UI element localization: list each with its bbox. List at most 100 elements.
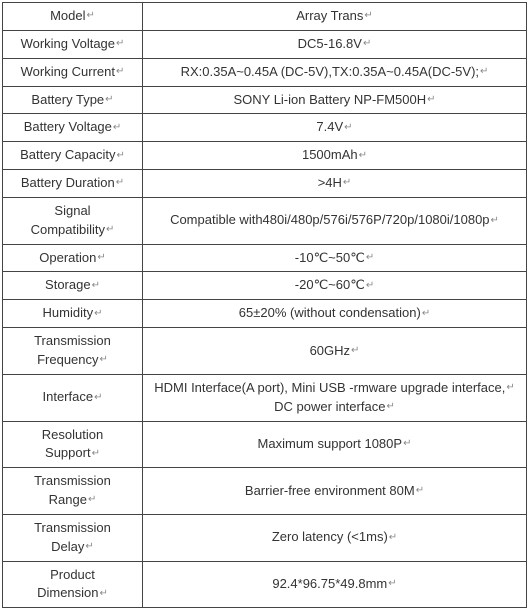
spec-label: Interface↵ (3, 374, 143, 421)
spec-label: Model↵ (3, 3, 143, 31)
return-mark-icon: ↵ (366, 279, 374, 294)
spec-label: TransmissionFrequency↵ (3, 328, 143, 375)
spec-label: Battery Duration↵ (3, 170, 143, 198)
return-mark-icon: ↵ (94, 307, 102, 322)
table-row: Battery Voltage↵7.4V↵ (3, 114, 527, 142)
spec-value: Barrier-free environment 80M↵ (143, 468, 527, 515)
spec-label: Working Current↵ (3, 58, 143, 86)
spec-label: Working Voltage↵ (3, 30, 143, 58)
spec-label-line: Range↵ (5, 491, 140, 510)
return-mark-icon: ↵ (85, 540, 93, 555)
spec-label: Battery Voltage↵ (3, 114, 143, 142)
spec-label: Storage↵ (3, 272, 143, 300)
spec-label-line: Signal (5, 202, 140, 221)
spec-value: Maximum support 1080P↵ (143, 421, 527, 468)
spec-label-line: Frequency↵ (5, 351, 140, 370)
return-mark-icon: ↵ (386, 400, 394, 415)
table-row: Storage↵-20℃~60℃↵ (3, 272, 527, 300)
return-mark-icon: ↵ (491, 214, 499, 229)
spec-label: TransmissionDelay↵ (3, 514, 143, 561)
spec-label-line: Transmission (5, 519, 140, 538)
spec-value: HDMI Interface(A port), Mini USB -rmware… (143, 374, 527, 421)
spec-label-line: Resolution (5, 426, 140, 445)
table-row: Battery Duration↵>4H↵ (3, 170, 527, 198)
spec-value: 7.4V↵ (143, 114, 527, 142)
spec-label: TransmissionRange↵ (3, 468, 143, 515)
spec-value: DC5-16.8V↵ (143, 30, 527, 58)
return-mark-icon: ↵ (343, 176, 351, 191)
spec-value: >4H↵ (143, 170, 527, 198)
return-mark-icon: ↵ (344, 121, 352, 136)
return-mark-icon: ↵ (366, 251, 374, 266)
return-mark-icon: ↵ (116, 176, 124, 191)
spec-label: Operation↵ (3, 244, 143, 272)
spec-value: Compatible with480i/480p/576i/576P/720p/… (143, 197, 527, 244)
table-row: ResolutionSupport↵Maximum support 1080P↵ (3, 421, 527, 468)
spec-label: Battery Type↵ (3, 86, 143, 114)
table-row: Model↵Array Trans↵ (3, 3, 527, 31)
return-mark-icon: ↵ (116, 149, 124, 164)
table-row: Interface↵HDMI Interface(A port), Mini U… (3, 374, 527, 421)
spec-value: Array Trans↵ (143, 3, 527, 31)
return-mark-icon: ↵ (389, 531, 397, 546)
spec-label: ProductDimension↵ (3, 561, 143, 608)
return-mark-icon: ↵ (480, 65, 488, 80)
return-mark-icon: ↵ (364, 9, 372, 24)
spec-label-line: Product (5, 566, 140, 585)
table-row: ProductDimension↵92.4*96.75*49.8mm↵ (3, 561, 527, 608)
table-row: Operation↵-10℃~50℃↵ (3, 244, 527, 272)
return-mark-icon: ↵ (506, 381, 514, 396)
spec-label: ResolutionSupport↵ (3, 421, 143, 468)
return-mark-icon: ↵ (351, 344, 359, 359)
return-mark-icon: ↵ (116, 37, 124, 52)
table-row: SignalCompatibility↵Compatible with480i/… (3, 197, 527, 244)
return-mark-icon: ↵ (88, 493, 96, 508)
return-mark-icon: ↵ (388, 577, 396, 592)
spec-label: Humidity↵ (3, 300, 143, 328)
spec-value: -10℃~50℃↵ (143, 244, 527, 272)
spec-label-line: Delay↵ (5, 538, 140, 557)
spec-label-line: Dimension↵ (5, 584, 140, 603)
table-row: TransmissionFrequency↵60GHz↵ (3, 328, 527, 375)
table-row: Working Voltage↵DC5-16.8V↵ (3, 30, 527, 58)
spec-label: Battery Capacity↵ (3, 142, 143, 170)
spec-value: RX:0.35A~0.45A (DC-5V),TX:0.35A~0.45A(DC… (143, 58, 527, 86)
spec-value-line: HDMI Interface(A port), Mini USB -rmware… (145, 379, 524, 398)
table-row: Humidity↵65±20% (without condensation)↵ (3, 300, 527, 328)
spec-value: -20℃~60℃↵ (143, 272, 527, 300)
return-mark-icon: ↵ (427, 93, 435, 108)
spec-value-line: DC power interface↵ (145, 398, 524, 417)
return-mark-icon: ↵ (116, 65, 124, 80)
spec-value: SONY Li-ion Battery NP-FM500H↵ (143, 86, 527, 114)
table-row: Working Current↵RX:0.35A~0.45A (DC-5V),T… (3, 58, 527, 86)
spec-table: Model↵Array Trans↵Working Voltage↵DC5-16… (2, 2, 527, 608)
table-row: Battery Type↵SONY Li-ion Battery NP-FM50… (3, 86, 527, 114)
spec-label-line: Transmission (5, 472, 140, 491)
return-mark-icon: ↵ (94, 391, 102, 406)
spec-value: Zero latency (<1ms)↵ (143, 514, 527, 561)
return-mark-icon: ↵ (97, 251, 105, 266)
spec-value: 92.4*96.75*49.8mm↵ (143, 561, 527, 608)
return-mark-icon: ↵ (422, 307, 430, 322)
spec-label: SignalCompatibility↵ (3, 197, 143, 244)
return-mark-icon: ↵ (363, 37, 371, 52)
table-row: Battery Capacity↵1500mAh↵ (3, 142, 527, 170)
spec-label-line: Compatibility↵ (5, 221, 140, 240)
return-mark-icon: ↵ (359, 149, 367, 164)
return-mark-icon: ↵ (416, 484, 424, 499)
spec-value: 1500mAh↵ (143, 142, 527, 170)
return-mark-icon: ↵ (100, 353, 108, 368)
spec-label-line: Transmission (5, 332, 140, 351)
return-mark-icon: ↵ (106, 223, 114, 238)
return-mark-icon: ↵ (113, 121, 121, 136)
spec-value: 60GHz↵ (143, 328, 527, 375)
return-mark-icon: ↵ (105, 93, 113, 108)
return-mark-icon: ↵ (87, 9, 95, 24)
return-mark-icon: ↵ (403, 437, 411, 452)
table-row: TransmissionRange↵Barrier-free environme… (3, 468, 527, 515)
return-mark-icon: ↵ (100, 587, 108, 602)
return-mark-icon: ↵ (92, 279, 100, 294)
return-mark-icon: ↵ (92, 447, 100, 462)
spec-label-line: Support↵ (5, 444, 140, 463)
spec-value: 65±20% (without condensation)↵ (143, 300, 527, 328)
